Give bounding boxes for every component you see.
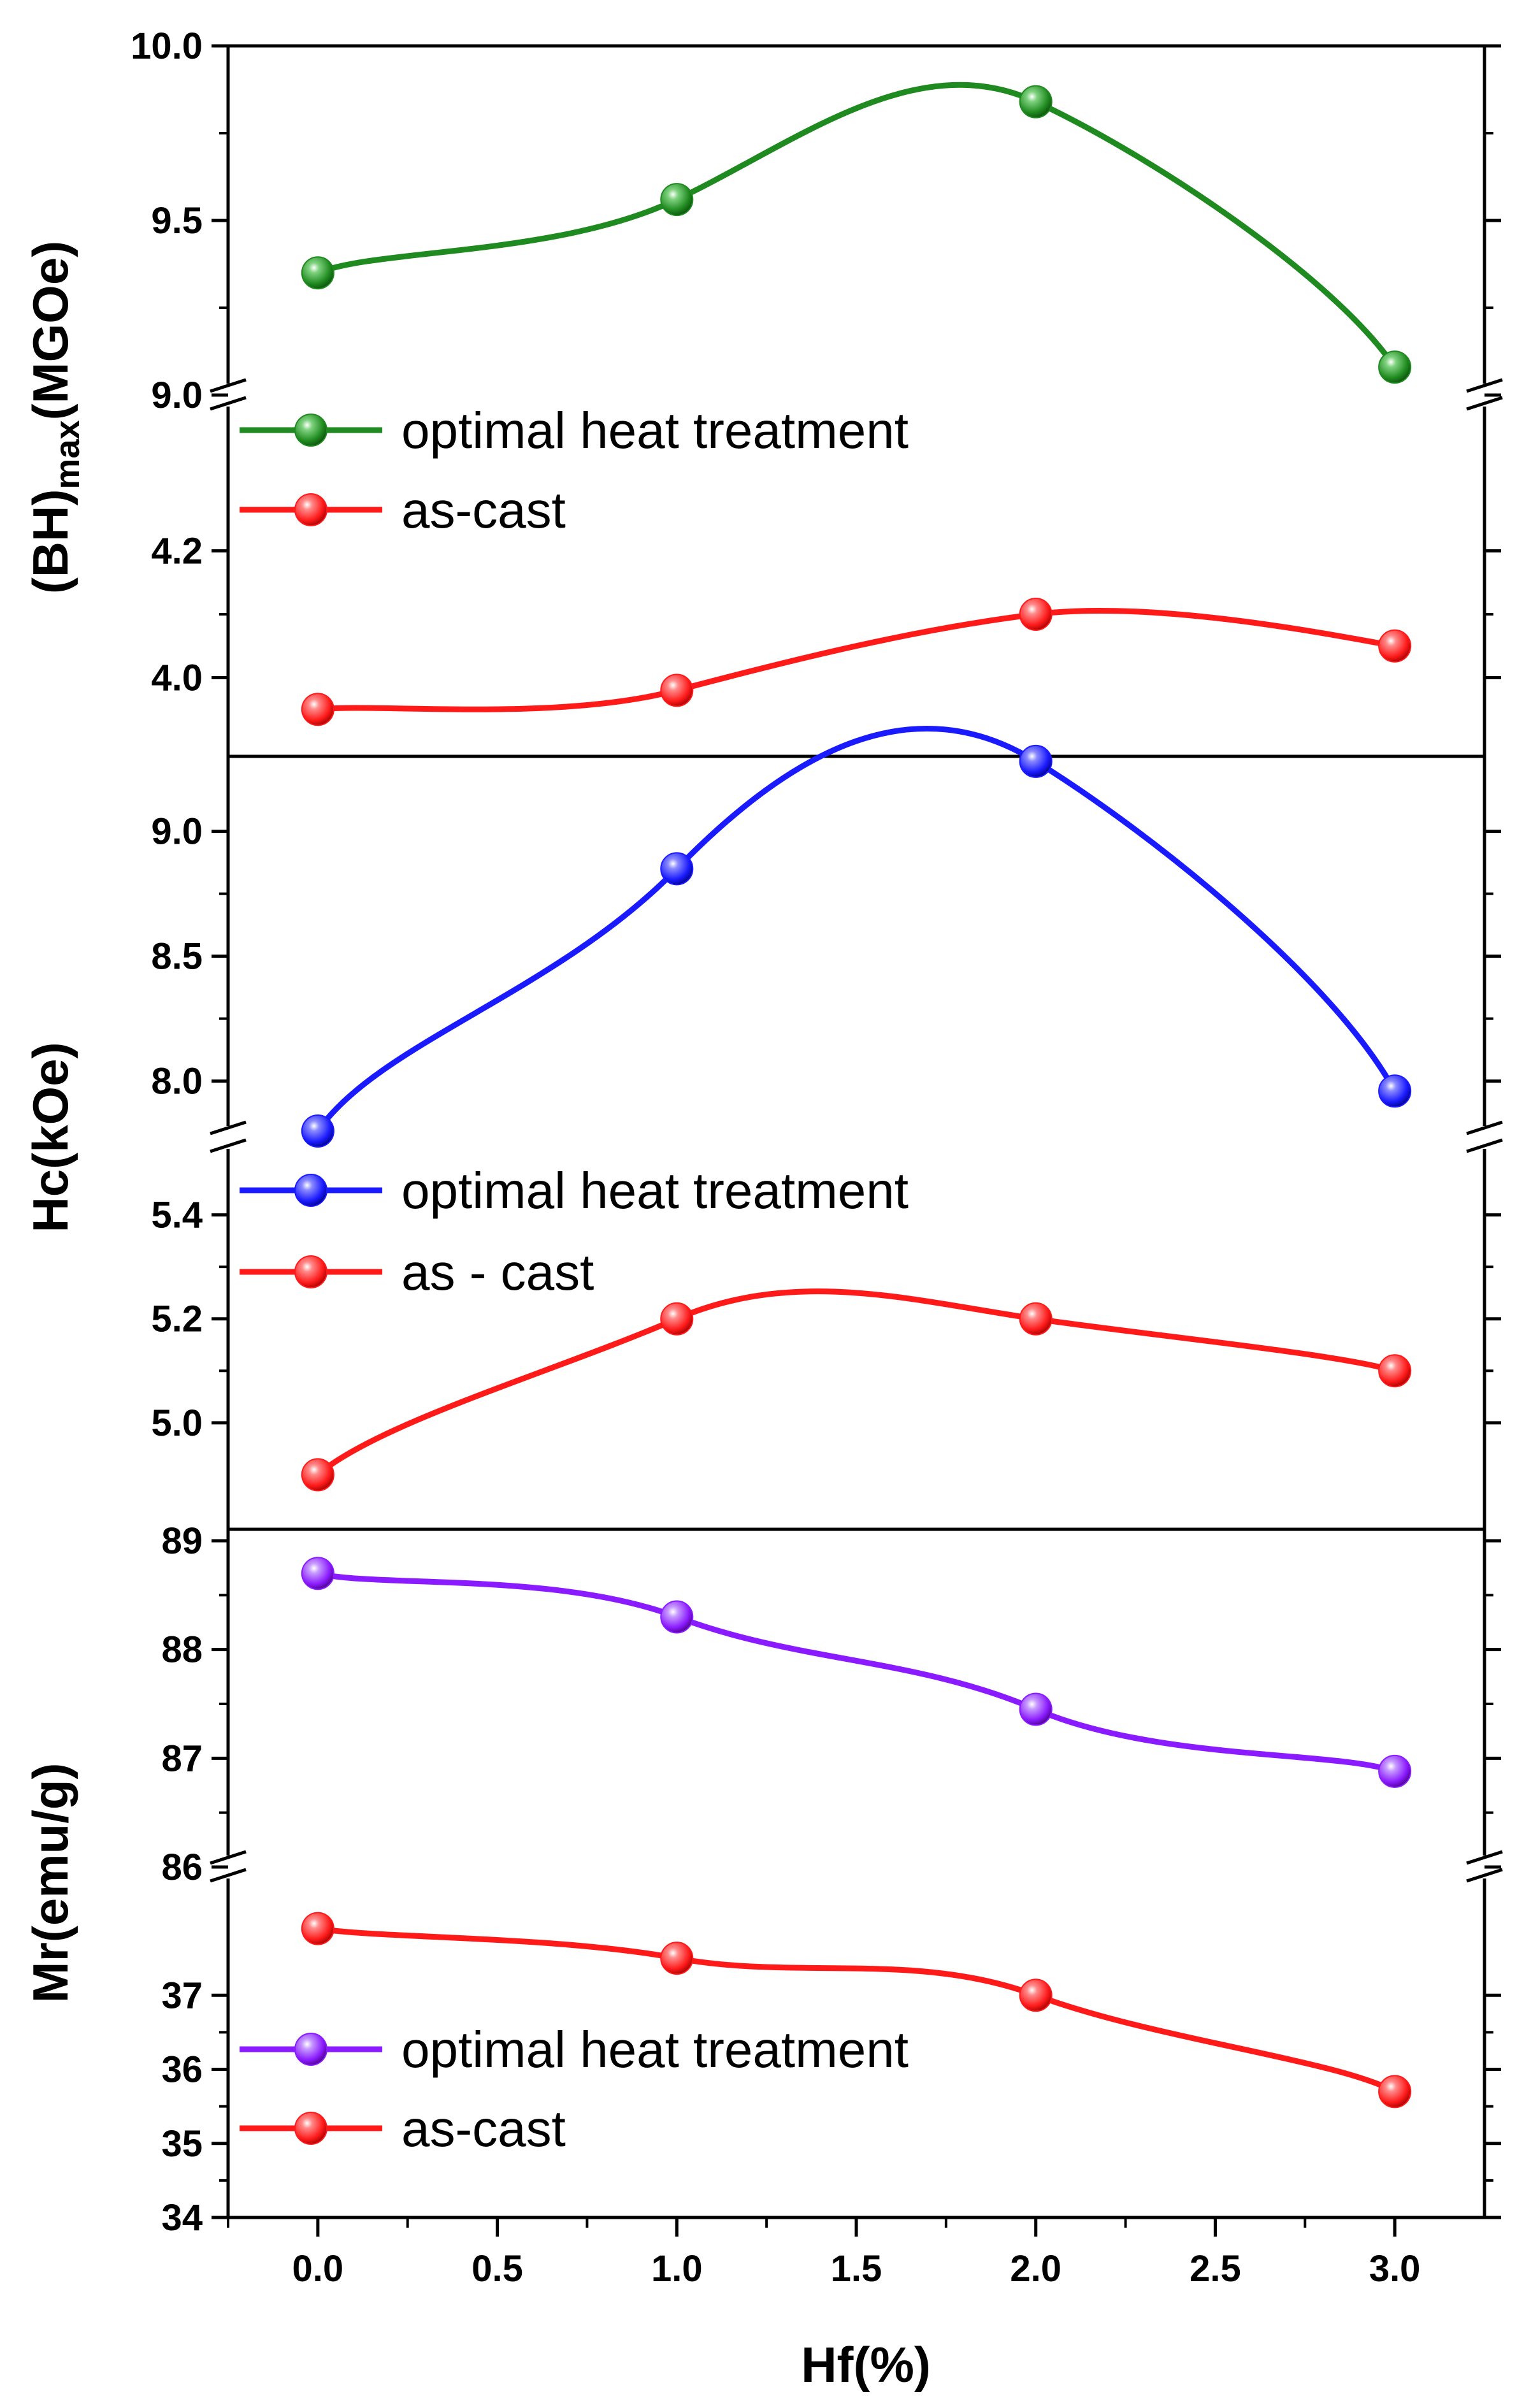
y-tick-label-mr-1-3: 37: [161, 1975, 203, 2016]
legend-label-bhmax-1: as-cast: [401, 482, 566, 538]
y-axis-title-hc: Hc(kOe): [22, 1042, 78, 1232]
data-point-mr-0-3: [1378, 1754, 1412, 1788]
data-point-hc-1-0: [301, 1458, 334, 1492]
y-tick-label-hc-1-1: 5.2: [151, 1299, 203, 1340]
data-point-hc-1-3: [1378, 1354, 1412, 1388]
y-tick-label-mr-0-2: 88: [161, 1629, 203, 1671]
y-tick-label-hc-0-1: 8.5: [151, 936, 203, 977]
axis-break-mark-mr-1-a: [1466, 1850, 1503, 1865]
legend-marker-mr-1: [294, 2112, 327, 2145]
series-line-bhmax-1: [317, 607, 1395, 712]
series-line-bhmax-0: [317, 82, 1397, 369]
axis-break-mark-mr-0-b: [210, 1868, 247, 1883]
axis-break-mark-bhmax-1-a: [1466, 378, 1503, 393]
data-point-mr-0-2: [1019, 1692, 1053, 1726]
y-tick-label-bhmax-0-1: 9.5: [151, 200, 203, 242]
y-tick-label-hc-0-0: 8.0: [151, 1061, 203, 1102]
axis-break-mark-hc-0-b: [210, 1138, 247, 1153]
data-point-hc-0-2: [1019, 744, 1053, 778]
data-point-bhmax-1-3: [1378, 629, 1412, 663]
legend-marker-hc-1: [294, 1255, 327, 1288]
y-tick-label-bhmax-0-2: 10.0: [131, 25, 203, 67]
data-point-mr-1-0: [301, 1912, 334, 1945]
data-point-bhmax-1-0: [301, 693, 334, 726]
data-point-bhmax-0-1: [660, 183, 694, 217]
data-point-bhmax-1-2: [1019, 598, 1053, 631]
y-tick-label-mr-0-0: 86: [161, 1847, 203, 1888]
y-tick-label-hc-1-2: 5.4: [151, 1195, 203, 1236]
y-tick-label-mr-0-1: 87: [161, 1738, 203, 1779]
data-point-mr-1-3: [1378, 2075, 1412, 2109]
legend-label-mr-0: optimal heat treatment: [401, 2021, 909, 2078]
legend-marker-bhmax-1: [294, 493, 327, 526]
y-tick-label-mr-1-0: 34: [161, 2197, 203, 2239]
axis-break-mark-mr-1-b: [1466, 1868, 1503, 1883]
legend-label-mr-1: as-cast: [401, 2100, 566, 2157]
panel-mr: Mr(emu/g) 86 87 88 89 34 35 36 37 optimal heat t…: [22, 1520, 1503, 2289]
y-tick-label-bhmax-0-0: 9.0: [151, 375, 203, 416]
panel-hc: Hc(kOe) 8.0 8.5 9.0 5.0 5.2 5.4 optimal heat t…: [22, 725, 1503, 1529]
x-axis-title: Hf(%): [801, 2337, 931, 2393]
x-tick-label-1: 0.5: [471, 2248, 523, 2289]
y-tick-label-mr-1-1: 35: [161, 2123, 203, 2165]
y-tick-label-hc-0-2: 9.0: [151, 811, 203, 853]
x-tick-label-5: 2.5: [1190, 2248, 1241, 2289]
legend-label-hc-1: as - cast: [401, 1244, 594, 1301]
series-line-hc-0: [315, 725, 1398, 1133]
data-point-mr-1-2: [1019, 1979, 1053, 2012]
series-line-mr-1: [317, 1926, 1397, 2094]
x-tick-label-6: 3.0: [1369, 2248, 1421, 2289]
axis-break-mark-hc-0-a: [210, 1120, 247, 1136]
legend-marker-bhmax-0: [294, 414, 327, 447]
y-tick-label-bhmax-1-1: 4.2: [151, 531, 203, 572]
y-axis-title-bhmax: (BH)max(MGOe): [22, 241, 87, 594]
series-line-mr-0: [317, 1570, 1396, 1775]
data-point-hc-1-1: [660, 1302, 694, 1336]
data-point-hc-0-3: [1378, 1074, 1412, 1108]
axis-break-mark-hc-1-b: [1466, 1138, 1503, 1153]
data-point-hc-1-2: [1019, 1302, 1053, 1336]
data-point-bhmax-0-3: [1378, 350, 1412, 384]
y-tick-label-mr-1-2: 36: [161, 2049, 203, 2091]
data-point-hc-0-0: [301, 1114, 334, 1148]
data-point-mr-0-1: [660, 1600, 694, 1634]
x-tick-label-2: 1.0: [651, 2248, 703, 2289]
axis-break-mark-mr-0-a: [210, 1850, 247, 1865]
data-point-mr-1-1: [660, 1942, 694, 1975]
axis-break-mark-hc-1-a: [1466, 1120, 1503, 1136]
y-axis-title-mr: Mr(emu/g): [22, 1763, 78, 2003]
panel-bhmax: (BH)max(MGOe) 9.0 9.5 10.0 4.0 4.2 optimal he…: [22, 25, 1503, 756]
axis-break-mark-bhmax-0-a: [210, 378, 247, 393]
legend-label-bhmax-0: optimal heat treatment: [401, 402, 909, 459]
y-tick-label-bhmax-1-0: 4.0: [151, 658, 203, 699]
data-point-mr-0-0: [301, 1557, 334, 1590]
legend-marker-mr-0: [294, 2033, 327, 2066]
legend-label-hc-0: optimal heat treatment: [401, 1162, 909, 1219]
axis-break-mark-bhmax-0-b: [210, 396, 247, 411]
x-tick-label-0: 0.0: [292, 2248, 344, 2289]
legend-marker-hc-0: [294, 1174, 327, 1207]
series-line-hc-1: [315, 1288, 1396, 1477]
y-tick-label-hc-1-0: 5.0: [151, 1402, 203, 1444]
y-tick-label-mr-0-3: 89: [161, 1520, 203, 1562]
data-point-bhmax-0-0: [301, 256, 334, 290]
data-point-hc-0-1: [660, 852, 694, 886]
x-tick-label-3: 1.5: [831, 2248, 882, 2289]
x-tick-label-4: 2.0: [1010, 2248, 1061, 2289]
data-point-bhmax-0-2: [1019, 85, 1053, 119]
axis-break-mark-bhmax-1-b: [1466, 396, 1503, 411]
data-point-bhmax-1-1: [660, 674, 694, 707]
